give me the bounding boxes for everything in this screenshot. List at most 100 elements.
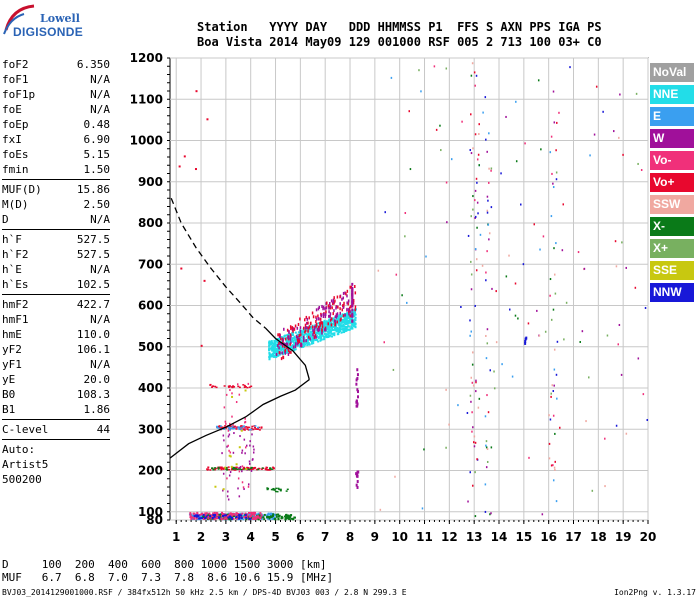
echo-point — [226, 477, 228, 480]
echo-point — [294, 345, 297, 349]
echo-point — [243, 438, 246, 441]
echo-point — [241, 512, 244, 515]
noise-point — [486, 448, 489, 451]
echo-point — [279, 488, 282, 491]
noise-point — [467, 234, 470, 237]
legend-item: Vo+ — [650, 173, 694, 192]
noise-point — [613, 130, 615, 133]
noise-point — [471, 351, 474, 354]
echo-point — [232, 466, 235, 469]
param-row: h`F 527.5 — [2, 232, 110, 247]
noise-point — [476, 181, 478, 184]
y-tick-label: 500 — [138, 340, 163, 354]
echo-point — [206, 468, 209, 470]
echo-point — [266, 488, 269, 491]
x-tick-label: 18 — [590, 530, 607, 544]
echo-point — [332, 328, 335, 331]
echo-point — [227, 435, 230, 438]
param-value: N/A — [90, 313, 110, 326]
echo-point — [249, 468, 252, 471]
echo-point — [249, 444, 251, 447]
echo-point — [238, 495, 241, 498]
echo-point — [311, 338, 314, 341]
param-row: B1 1.86 — [2, 402, 110, 417]
echo-point — [315, 322, 318, 326]
echo-point — [278, 341, 280, 345]
echo-point — [286, 328, 289, 332]
echo-point — [231, 513, 234, 516]
echo-point — [217, 468, 220, 470]
echo-point — [297, 339, 299, 343]
echo-point — [330, 332, 333, 335]
echo-point — [307, 329, 309, 333]
echo-point — [315, 324, 317, 328]
echo-point — [300, 330, 303, 333]
echo-point — [269, 354, 272, 357]
echo-point — [284, 343, 287, 347]
echo-point — [245, 444, 248, 447]
echo-point — [342, 328, 345, 331]
echo-point — [288, 518, 291, 521]
noise-point — [556, 121, 558, 124]
echo-point — [296, 333, 299, 336]
noise-point — [544, 330, 547, 333]
echo-point — [236, 383, 239, 386]
echo-point — [287, 351, 290, 354]
echo-point — [268, 340, 271, 343]
echo-point — [243, 488, 245, 491]
param-name: B1 — [2, 403, 16, 416]
noise-point — [474, 133, 477, 136]
noise-point — [404, 235, 406, 238]
logo-swoosh-icon — [3, 4, 35, 35]
param-row: hmF1 N/A — [2, 312, 110, 327]
echo-point — [325, 326, 328, 329]
param-name: h`F — [2, 233, 22, 246]
param-value: N/A — [90, 263, 110, 276]
echo-point — [326, 301, 328, 305]
param-name: foE — [2, 103, 22, 116]
echo-point — [310, 326, 313, 329]
echo-point — [210, 517, 213, 520]
echo-point — [344, 313, 346, 317]
echo-point — [237, 477, 240, 480]
echo-point — [246, 513, 249, 516]
echo-point — [227, 516, 230, 519]
param-row: hmE 110.0 — [2, 327, 110, 342]
param-value: 102.5 — [76, 278, 110, 291]
echo-point — [230, 514, 233, 517]
echo-point — [302, 326, 305, 330]
echo-point — [192, 513, 195, 516]
echo-point — [228, 426, 231, 429]
echo-point — [267, 517, 270, 520]
echo-point — [312, 315, 315, 319]
echo-point — [258, 429, 261, 431]
echo-point — [354, 291, 357, 295]
echo-point — [220, 518, 223, 521]
noise-point — [485, 357, 488, 360]
echo-point — [328, 323, 331, 326]
echo-point — [270, 340, 273, 343]
echo-point — [207, 517, 210, 520]
noise-point — [640, 169, 643, 172]
echo-point — [245, 518, 248, 521]
echo-point — [256, 468, 259, 471]
param-name: foEs — [2, 148, 29, 161]
echo-point — [251, 468, 254, 470]
noise-point — [420, 90, 422, 93]
echo-point — [336, 326, 339, 329]
echo-point — [290, 333, 293, 336]
echo-point — [243, 426, 246, 429]
echo-point — [241, 481, 244, 484]
echo-point — [211, 515, 214, 518]
noise-point — [476, 201, 479, 204]
noise-point — [470, 330, 473, 333]
logo-text-lowell: Lowell — [40, 12, 80, 25]
noise-point — [517, 317, 519, 320]
param-value: N/A — [90, 358, 110, 371]
echo-point — [356, 388, 359, 392]
echo-point — [317, 314, 319, 318]
echo-point — [235, 512, 238, 515]
echo-point — [250, 428, 253, 431]
echo-point — [326, 323, 329, 326]
echo-point — [270, 341, 273, 344]
